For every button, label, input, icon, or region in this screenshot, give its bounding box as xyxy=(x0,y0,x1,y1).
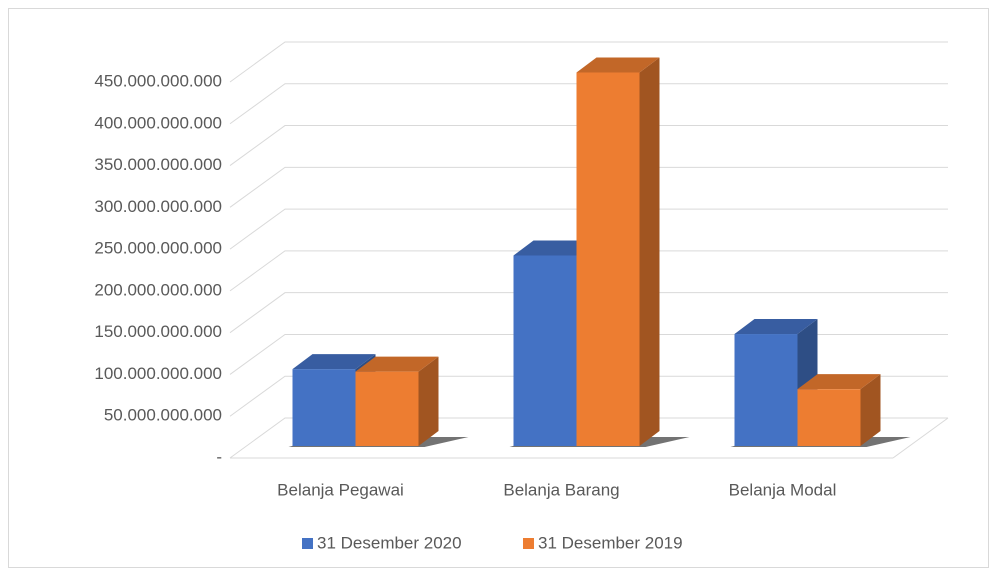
bar xyxy=(292,369,356,446)
grid-line xyxy=(229,208,948,250)
grid-line xyxy=(229,292,948,334)
legend-label: 31 Desember 2019 xyxy=(538,533,683,552)
legend-swatch xyxy=(302,538,313,549)
chart-border xyxy=(8,8,989,568)
y-tick-label: 250.000.000.000 xyxy=(94,239,222,258)
bar xyxy=(576,72,640,447)
bar-top xyxy=(513,240,597,256)
grid-line xyxy=(229,333,948,375)
bar-top xyxy=(797,374,881,390)
bar-top xyxy=(576,57,660,73)
bar-top xyxy=(355,356,439,372)
grid-line xyxy=(229,250,948,292)
bar xyxy=(734,334,798,446)
bar xyxy=(513,255,577,446)
grid-line xyxy=(229,375,948,417)
floor-edge xyxy=(892,417,949,459)
bar-top xyxy=(734,319,818,335)
x-tick-label: Belanja Modal xyxy=(729,480,837,499)
bar-side xyxy=(860,374,881,446)
grid-line xyxy=(229,125,948,166)
legend-swatch xyxy=(523,538,534,549)
y-tick-label: 350.000.000.000 xyxy=(94,155,222,174)
y-tick-label: 200.000.000.000 xyxy=(94,280,222,299)
bar xyxy=(797,389,861,446)
bar-side xyxy=(639,57,660,447)
grid-line xyxy=(229,417,948,459)
y-tick-label: 400.000.000.000 xyxy=(94,113,222,132)
legend-label: 31 Desember 2020 xyxy=(317,533,462,552)
y-tick-label: - xyxy=(216,447,222,466)
x-tick-label: Belanja Barang xyxy=(503,480,619,499)
y-tick-label: 450.000.000.000 xyxy=(94,71,222,90)
y-tick-label: 150.000.000.000 xyxy=(94,322,222,341)
y-tick-label: 100.000.000.000 xyxy=(94,364,222,383)
y-tick-label: 300.000.000.000 xyxy=(94,197,222,216)
grid-line xyxy=(229,41,948,83)
x-tick-label: Belanja Pegawai xyxy=(277,480,404,499)
bar-top xyxy=(292,354,376,370)
bar-side xyxy=(418,356,439,446)
bar xyxy=(355,371,419,446)
y-tick-label: 50.000.000.000 xyxy=(104,406,222,425)
grid-line xyxy=(229,83,948,125)
grid-line xyxy=(229,166,948,208)
